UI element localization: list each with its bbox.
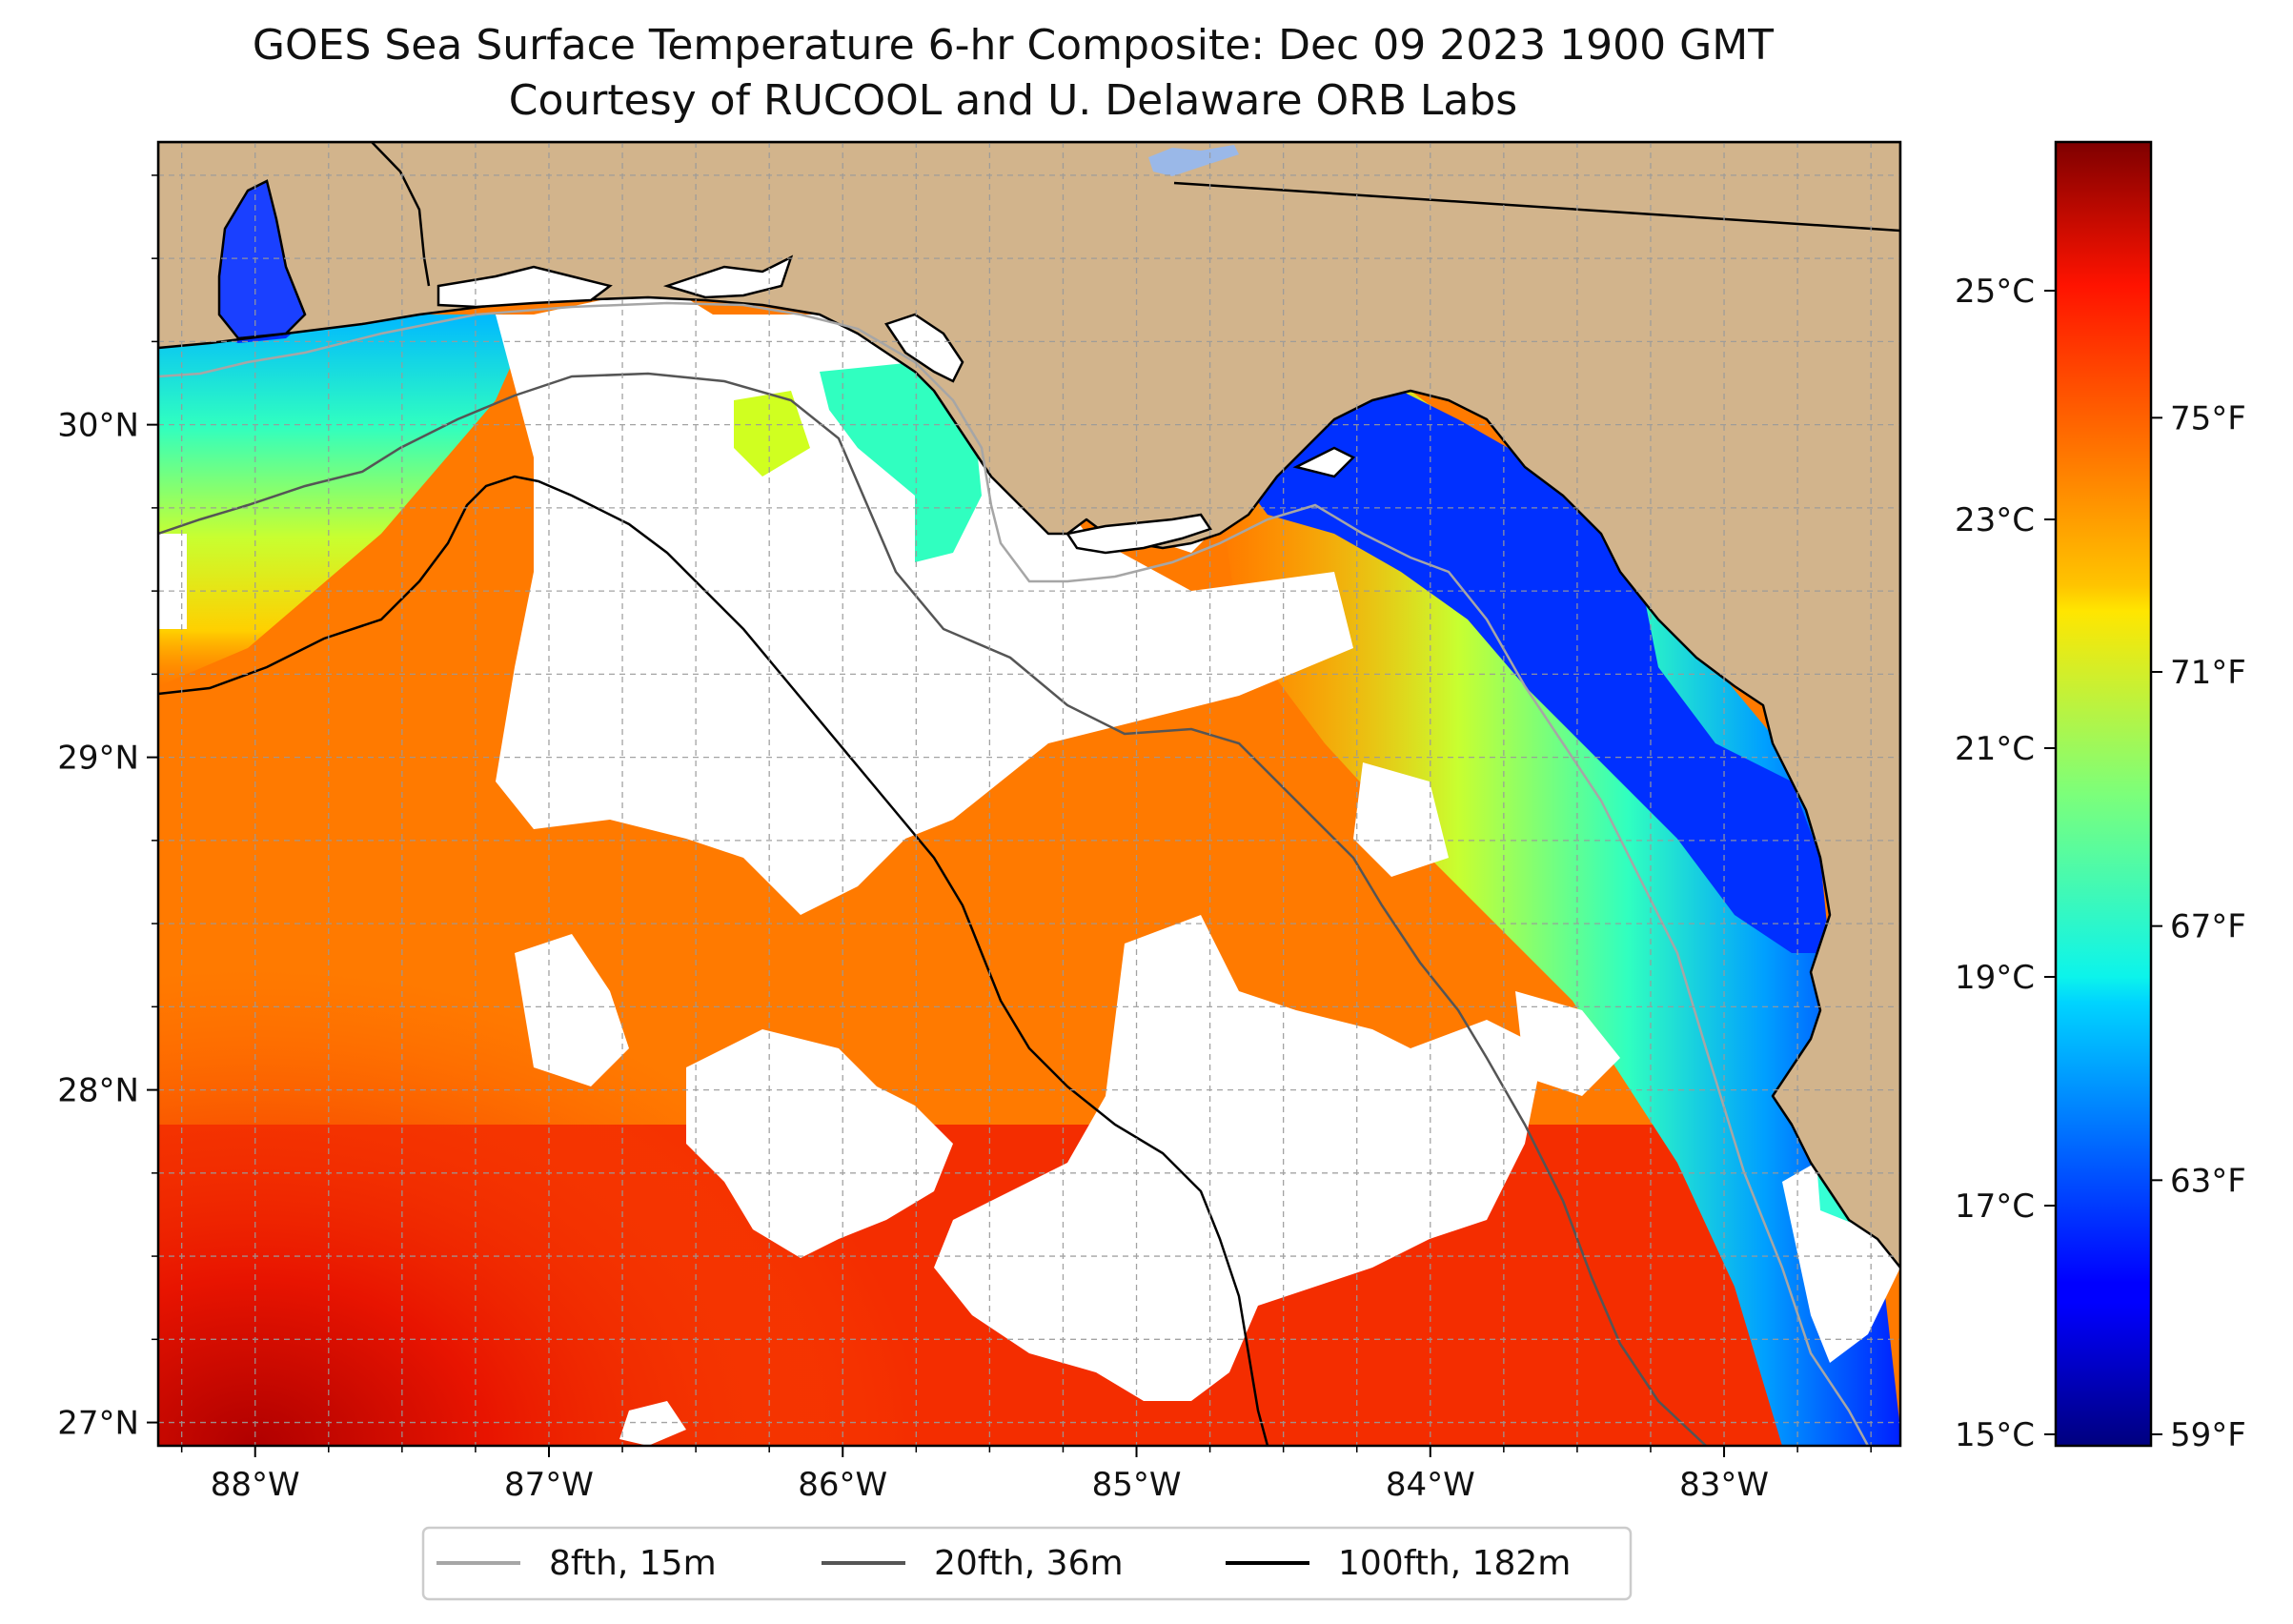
colorbar-celsius-label: 23°C: [1955, 501, 2035, 539]
legend-label-36m: 20fth, 36m: [934, 1544, 1124, 1583]
colorbar-celsius-label: 15°C: [1955, 1416, 2035, 1454]
legend-label-182m: 100fth, 182m: [1338, 1544, 1571, 1583]
colorbar-frame: [2054, 140, 2153, 1448]
x-tick-label: 87°W: [504, 1466, 594, 1504]
gridlines: [158, 142, 1900, 1446]
state-border-line: [1173, 181, 1900, 233]
y-axis: 30°N 29°N 28°N 27°N: [57, 174, 158, 1443]
colorbar-celsius-label: 25°C: [1955, 273, 2035, 311]
y-tick-label: 30°N: [57, 407, 139, 445]
river-line: [371, 142, 431, 287]
contour-182m: [158, 475, 1269, 1446]
chart-title-line2: Courtesy of RUCOOL and U. Delaware ORB L…: [509, 76, 1517, 125]
land: [158, 142, 1900, 1269]
legend-box: [421, 1526, 1633, 1601]
colorbar-fahrenheit-label: 59°F: [2170, 1416, 2246, 1454]
land-northern-gulf-coast: [158, 142, 1900, 1269]
sea-west-shelf-cool: [158, 315, 534, 686]
x-tick-label: 85°W: [1092, 1466, 1182, 1504]
contour-15m: [158, 301, 1870, 1446]
colorbar: 25°C 23°C 21°C 19°C 17°C 15°C 75°F 71°F 67°F 63°…: [1955, 140, 2246, 1454]
colorbar-fahrenheit-label: 63°F: [2170, 1162, 2246, 1200]
y-tick-label: 29°N: [57, 740, 139, 778]
legend: 8fth, 15m 20fth, 36m 100fth, 182m: [421, 1526, 1633, 1601]
x-tick-label: 86°W: [798, 1466, 887, 1504]
x-tick-label: 88°W: [211, 1466, 300, 1504]
map-frame: [156, 140, 1902, 1448]
colorbar-fahrenheit-axis: 75°F 71°F 67°F 63°F 59°F: [2151, 399, 2246, 1454]
x-axis: 88°W 87°W 86°W 85°W 84°W 83°W: [180, 1446, 1872, 1504]
x-tick-label: 84°W: [1386, 1466, 1475, 1504]
chart-title-line1: GOES Sea Surface Temperature 6-hr Compos…: [253, 21, 1774, 70]
x-tick-label: 83°W: [1679, 1466, 1769, 1504]
sea-cold-big-bend: [1239, 391, 1830, 953]
colorbar-gradient: [2056, 142, 2151, 1446]
y-tick-label: 28°N: [57, 1072, 139, 1110]
y-tick-label: 27°N: [57, 1405, 139, 1443]
colorbar-fahrenheit-label: 71°F: [2170, 654, 2246, 692]
coastal-bays: [217, 179, 1356, 555]
colorbar-celsius-label: 21°C: [1955, 730, 2035, 768]
contour-36m: [158, 372, 1707, 1446]
sea-yellow-panhandle: [734, 391, 810, 477]
colorbar-celsius-axis: 25°C 23°C 21°C 19°C 17°C 15°C: [1955, 273, 2056, 1454]
sea-teal-stjoe: [820, 362, 982, 562]
lake-alabama: [1148, 145, 1239, 176]
map-area: [158, 142, 1900, 1446]
colorbar-fahrenheit-label: 75°F: [2170, 399, 2246, 437]
colorbar-fahrenheit-label: 67°F: [2170, 908, 2246, 946]
colorbar-celsius-label: 17°C: [1955, 1188, 2035, 1226]
sea-east-shelf-cool: [1220, 391, 1900, 1446]
legend-label-15m: 8fth, 15m: [549, 1544, 717, 1583]
sea-warm-southwest: [158, 762, 1111, 1446]
colorbar-celsius-label: 19°C: [1955, 959, 2035, 997]
